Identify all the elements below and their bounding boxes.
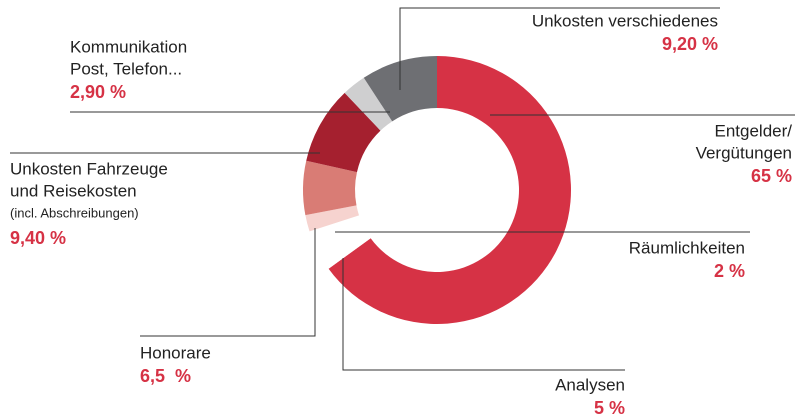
segment-label: Analysen — [555, 375, 625, 394]
donut-segment — [344, 77, 393, 131]
donut-segment — [302, 160, 357, 216]
leader-line — [399, 7, 720, 90]
donut-segment — [328, 56, 571, 324]
segment-label: Räumlichkeiten — [629, 238, 745, 257]
segment-label: Post, Telefon... — [70, 59, 182, 78]
value-label: 2,90 % — [70, 82, 126, 102]
value-label: 9,40 % — [10, 228, 66, 248]
leader-line — [140, 228, 316, 337]
value-label: 6,5 % — [140, 366, 191, 386]
segment-label: und Reisekosten — [10, 181, 137, 200]
value-label: 5 % — [594, 398, 625, 418]
segment-label: Entgelder/ — [715, 121, 793, 140]
segment-label: Vergütungen — [696, 143, 792, 162]
value-label: 65 % — [751, 166, 792, 186]
segment-label: Kommunikation — [70, 37, 187, 56]
segment-label: Unkosten Fahrzeuge — [10, 159, 168, 178]
segment-label: Unkosten verschiedenes — [532, 11, 718, 30]
segment-label: Honorare — [140, 343, 211, 362]
donut-segment — [305, 205, 360, 232]
donut-segment — [309, 215, 371, 269]
donut-segment — [306, 92, 381, 173]
value-label: 9,20 % — [662, 34, 718, 54]
segment-label: (incl. Abschreibungen) — [10, 205, 139, 220]
leader-line — [342, 258, 625, 371]
value-label: 2 % — [714, 261, 745, 281]
